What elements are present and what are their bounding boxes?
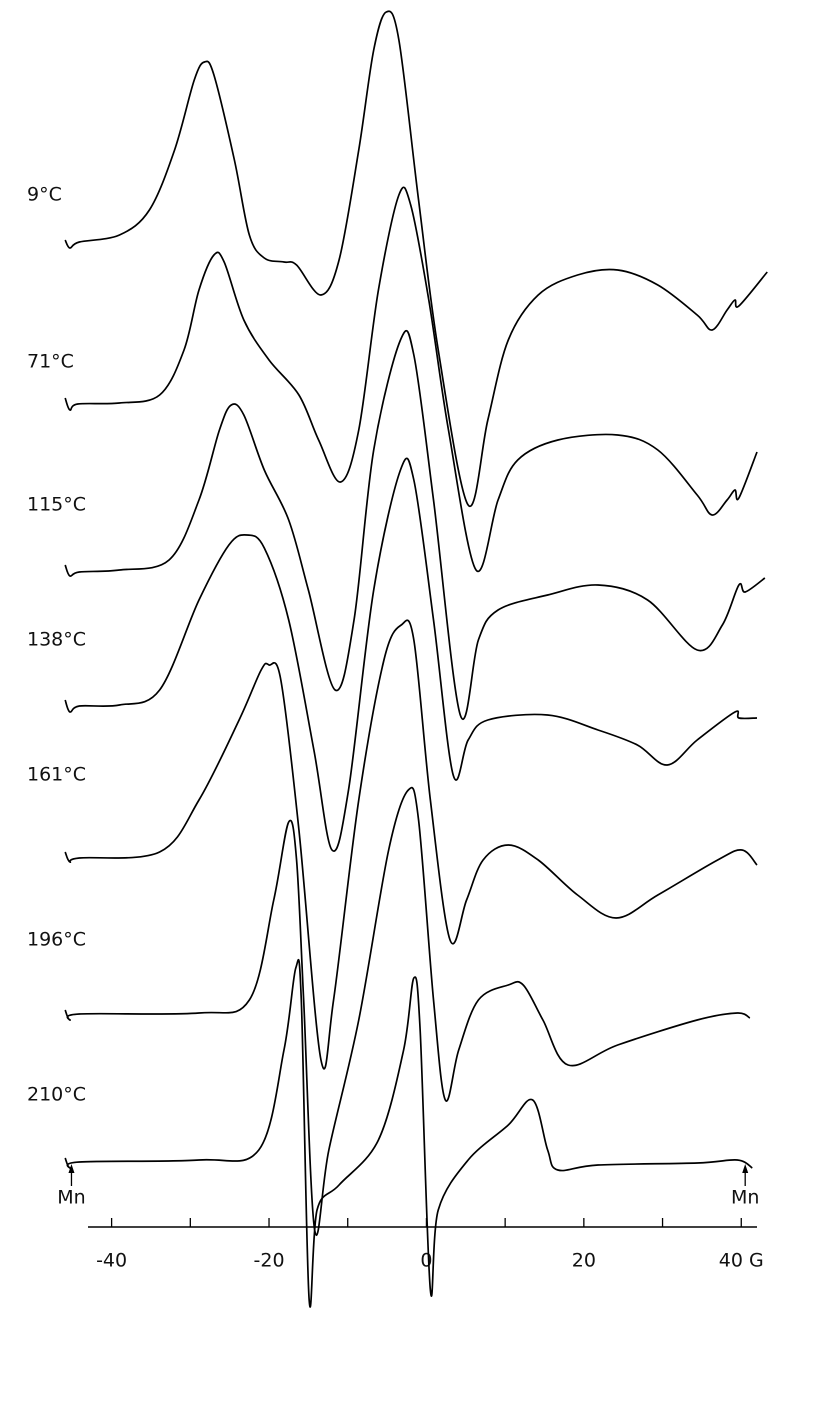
x-tick-label: 40 G [719,1250,764,1272]
spectrum-line [64,10,768,508]
series-label: 161°C [27,764,86,786]
spectrum-line [64,186,758,573]
series-label: 196°C [27,929,86,951]
spectrum-line [64,619,758,1070]
marker-label: Mn [57,1187,85,1209]
x-tick-label: -20 [254,1250,285,1272]
series-label: 138°C [27,629,86,651]
spectrum-line [64,958,753,1308]
marker-arrowhead [68,1164,75,1173]
spectrum-line [64,457,758,852]
series-label: 9°C [27,184,62,206]
marker-label: Mn [731,1187,759,1209]
series-label: 115°C [27,494,86,516]
x-tick-label: -40 [96,1250,127,1272]
x-tick-label: 20 [572,1250,596,1272]
spectrum-line [64,329,766,720]
series-label: 210°C [27,1084,86,1106]
x-tick-label: 0 [420,1250,432,1272]
marker-arrowhead [742,1164,749,1173]
series-label: 71°C [27,351,74,373]
spectrum-line [64,786,751,1237]
